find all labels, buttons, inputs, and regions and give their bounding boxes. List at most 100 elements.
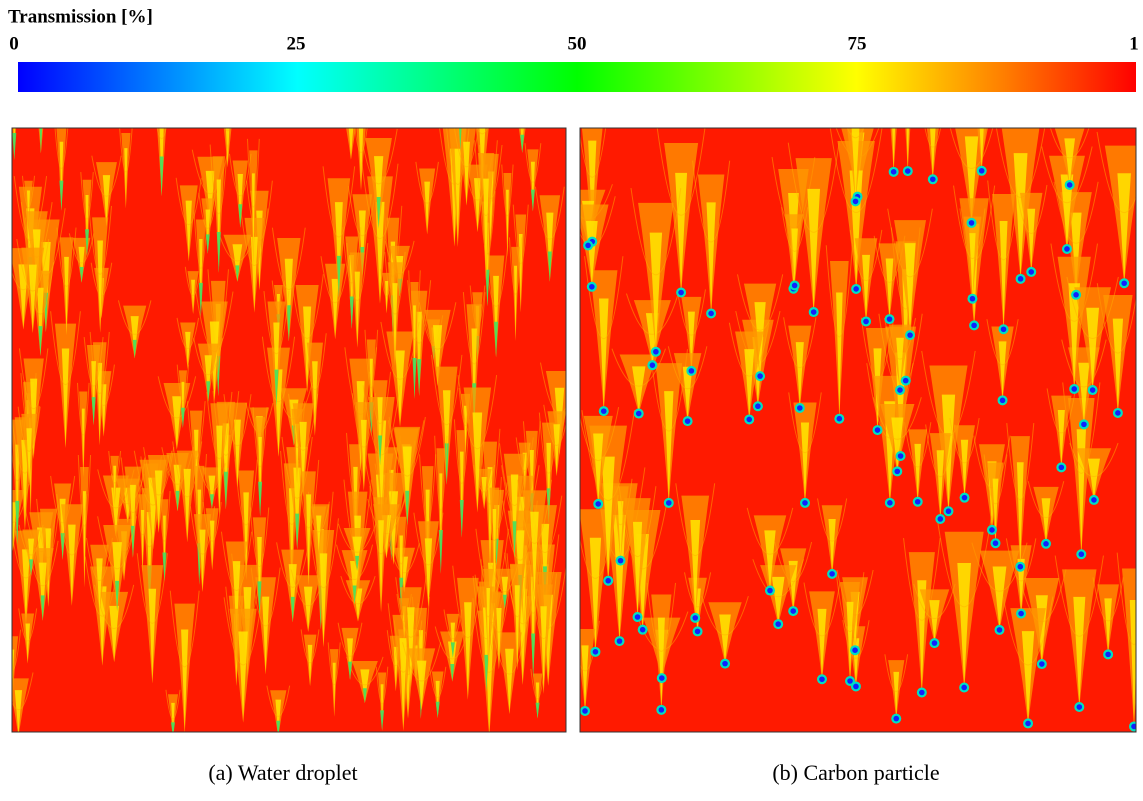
fringe (737, 274, 784, 331)
particle (1058, 464, 1065, 471)
fringe (176, 364, 190, 402)
fringe (746, 507, 794, 555)
streak (85, 194, 89, 257)
fringe (925, 424, 956, 477)
streak (502, 594, 507, 609)
particle (914, 498, 921, 505)
streak (113, 465, 117, 505)
particle (996, 627, 1003, 633)
fringe (474, 140, 498, 216)
streak (601, 456, 615, 581)
streak (112, 542, 122, 612)
streak (81, 408, 85, 478)
streak (589, 537, 602, 652)
streak (439, 473, 443, 574)
particle (1028, 269, 1035, 275)
fringe (453, 419, 470, 484)
streak (209, 494, 214, 509)
fringe (290, 274, 324, 339)
particle (692, 615, 699, 621)
particle (886, 316, 893, 322)
streak (64, 256, 69, 336)
fringe (393, 507, 409, 565)
particle (775, 621, 782, 627)
streak (130, 484, 136, 558)
streak (1021, 631, 1035, 724)
fringe (491, 624, 528, 675)
streak (303, 306, 312, 393)
fringe (995, 128, 1046, 198)
streak (39, 128, 43, 154)
streak (262, 596, 270, 675)
fringe (418, 302, 457, 350)
fringe (402, 642, 442, 682)
fringe (359, 128, 398, 185)
streak (37, 287, 44, 356)
streak (307, 644, 313, 687)
fringe (701, 595, 749, 636)
streak (682, 366, 693, 422)
fringe (676, 289, 706, 336)
streak (352, 536, 362, 571)
streak (530, 189, 535, 212)
fringe (18, 608, 38, 642)
fringe (388, 543, 420, 574)
fringe (774, 541, 813, 582)
streak (208, 475, 216, 509)
streak (258, 436, 262, 517)
fringe (924, 128, 942, 148)
fringe (349, 128, 352, 129)
streak (181, 629, 189, 732)
streak (904, 243, 916, 336)
fringe (136, 553, 168, 624)
streak (276, 720, 281, 732)
fringe (580, 128, 607, 178)
colorbar-label: 0 (9, 33, 19, 54)
fringe (413, 512, 444, 566)
fringe (56, 494, 88, 556)
streak (450, 622, 456, 658)
particle (930, 176, 936, 183)
streak (312, 361, 318, 436)
streak (350, 560, 360, 605)
streak (632, 521, 643, 617)
particle (893, 715, 900, 722)
streak (78, 246, 85, 283)
streak (438, 529, 443, 574)
panel-image (12, 128, 566, 732)
streak (205, 209, 211, 254)
streak (506, 189, 509, 258)
streak (960, 439, 969, 498)
particle (802, 500, 808, 506)
particle (665, 500, 672, 506)
streak (360, 669, 370, 703)
streak (485, 269, 490, 307)
fringe (728, 322, 770, 377)
streak (295, 513, 300, 550)
fringe (234, 459, 258, 526)
streak (234, 419, 241, 488)
fringe (175, 177, 202, 226)
streak (514, 585, 520, 671)
streak (293, 467, 301, 550)
streak (464, 602, 472, 700)
panel-caption: (a) Water droplet (208, 760, 357, 785)
streak (109, 605, 120, 663)
streak (998, 341, 1007, 401)
streak (238, 204, 243, 228)
particle (968, 220, 975, 226)
streak (546, 442, 552, 524)
streak (91, 361, 96, 426)
streak (492, 508, 497, 595)
streak (496, 608, 502, 670)
streak (530, 161, 535, 212)
streak (917, 580, 927, 693)
streak (198, 282, 203, 317)
fringe (76, 382, 90, 436)
streak (288, 564, 297, 623)
streak (463, 141, 470, 206)
particle (595, 501, 602, 507)
particle (874, 427, 881, 433)
fringe (202, 502, 222, 542)
streak (12, 133, 17, 161)
